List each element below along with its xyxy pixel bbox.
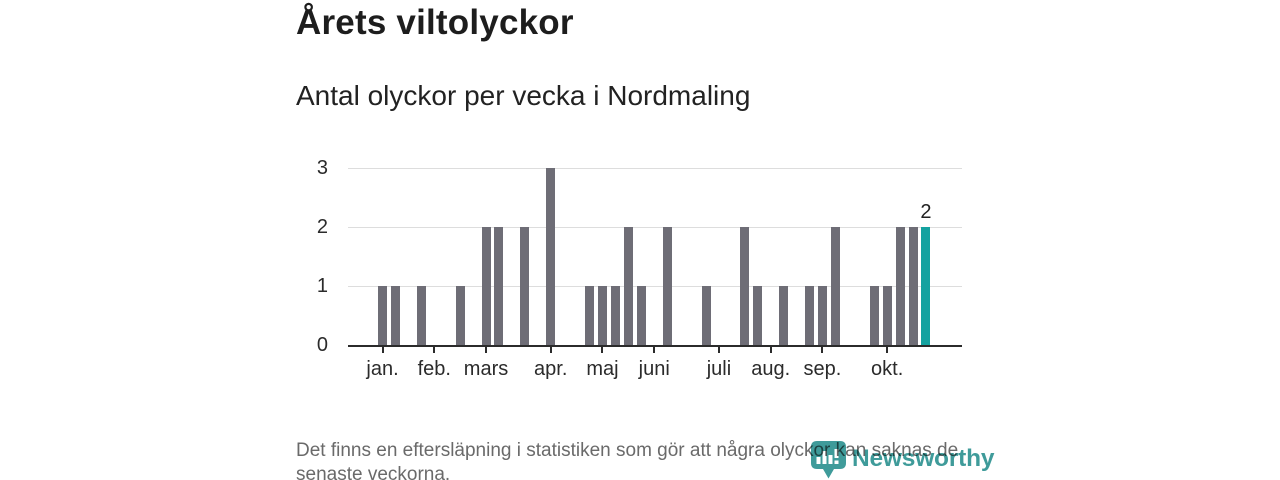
bar-week: [520, 227, 530, 345]
month-label-apr: apr.: [534, 358, 568, 380]
bar-week: [869, 286, 879, 345]
bar-week: [740, 227, 750, 345]
x-tick-sep: [821, 347, 824, 353]
x-tick-jan: [381, 347, 384, 353]
bar-week: [378, 286, 387, 345]
month-label-maj: maj: [586, 358, 619, 380]
gridline-y2: [348, 227, 962, 228]
bar-week: [701, 286, 711, 345]
y-tick-label-0: 0: [316, 334, 328, 356]
x-axis-line: [348, 345, 962, 347]
bar-week: [908, 227, 918, 345]
bar-week: [610, 286, 620, 345]
x-tick-juli: [717, 347, 720, 353]
x-tick-aug: [769, 347, 772, 353]
y-axis: 0 1 2 3: [296, 157, 332, 356]
x-tick-okt: [886, 347, 889, 353]
newsworthy-logo: Newsworthy: [811, 441, 995, 479]
bar-week: [623, 227, 633, 345]
footnote-line-2: senaste veckorna.: [296, 464, 451, 480]
x-tick-juni: [653, 347, 656, 353]
bar-week: [882, 286, 892, 345]
bar-week: [895, 227, 905, 345]
x-tick-apr: [549, 347, 552, 353]
bar-week: [597, 286, 607, 345]
newsworthy-barchart-pin-icon: [811, 441, 846, 479]
month-label-juni: juni: [638, 358, 670, 380]
bar-week: [416, 286, 426, 345]
footnote-line-1: Det finns en eftersläpning i statistiken…: [296, 440, 959, 461]
footnote: Det finns en eftersläpning i statistiken…: [296, 439, 996, 480]
bar-week: [546, 168, 556, 345]
bar-week: [805, 286, 815, 345]
bar-week: [494, 227, 504, 345]
x-tick-maj: [601, 347, 604, 353]
plot-area: jan. feb. mars apr. maj juni juli aug. sep. okt. 2: [348, 157, 962, 380]
last-bar-value-label: 2: [920, 201, 932, 223]
month-label-jan: jan.: [366, 358, 399, 380]
y-tick-label-2: 2: [316, 216, 328, 238]
bar-week: [585, 286, 595, 345]
bar-week: [753, 286, 763, 345]
bar-week: [481, 227, 491, 345]
bar-week: [455, 286, 465, 345]
chart-title: Årets viltolyckor: [296, 3, 574, 42]
month-label-juli: juli: [706, 358, 732, 380]
month-label-okt: okt.: [871, 358, 904, 380]
month-label-sep: sep.: [803, 358, 842, 380]
gridline-y3: [348, 168, 962, 169]
x-tick-feb: [433, 347, 436, 353]
bar-week: [662, 227, 672, 345]
bar-week: [636, 286, 646, 345]
x-tick-mars: [485, 347, 488, 353]
bar-week: [817, 286, 827, 345]
bar-week: [390, 286, 400, 345]
bar-current-week: [921, 227, 931, 345]
gridline-y1: [348, 286, 962, 287]
y-tick-label-1: 1: [316, 275, 328, 297]
newsworthy-wordmark: Newsworthy: [852, 445, 995, 472]
chart-subtitle: Antal olyckor per vecka i Nordmaling: [296, 80, 751, 111]
month-label-mars: mars: [463, 358, 509, 380]
bar-week: [830, 227, 840, 345]
bar-week: [779, 286, 789, 345]
month-label-aug: aug.: [751, 358, 791, 380]
month-label-feb: feb.: [417, 358, 451, 380]
y-tick-label-3: 3: [316, 157, 328, 179]
